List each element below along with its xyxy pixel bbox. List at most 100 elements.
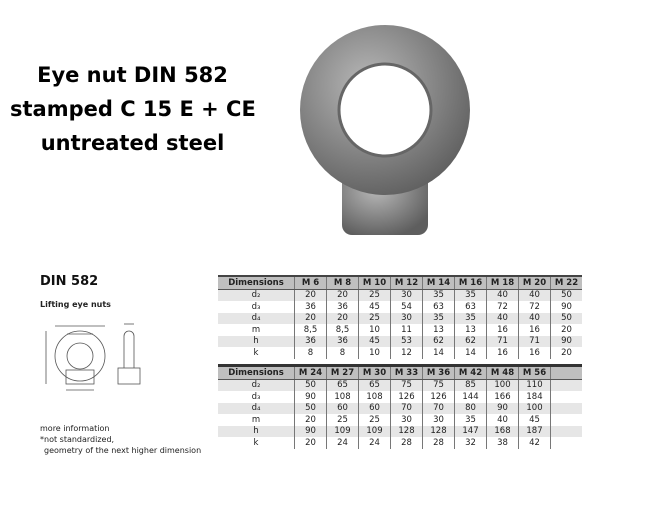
product-title: Eye nut DIN 582 stamped C 15 E + CE untr… xyxy=(10,63,256,155)
table-cell: 50 xyxy=(294,402,327,414)
table-cell: 20 xyxy=(294,437,327,449)
table-cell: 90 xyxy=(294,425,327,437)
table-cell: 40 xyxy=(486,312,519,324)
table-cell: 187 xyxy=(518,425,551,437)
table-cell: m xyxy=(251,324,261,335)
table-cell xyxy=(550,437,582,449)
table-cell: 63 xyxy=(454,301,487,313)
table-cell: 30 xyxy=(390,414,423,426)
table-cell: m xyxy=(251,414,261,425)
table-cell: 13 xyxy=(422,324,455,336)
table-cell xyxy=(550,379,582,391)
table-cell: h xyxy=(218,335,295,347)
table-cell: 42 xyxy=(518,437,551,449)
table-cell: 36 xyxy=(326,301,359,313)
column-header: M 6 xyxy=(294,276,327,290)
table-cell: 144 xyxy=(454,391,487,403)
table-cell: 100 xyxy=(518,402,551,414)
table-cell: 40 xyxy=(486,289,519,301)
table-cell: 36 xyxy=(294,301,327,313)
table-cell: 24 xyxy=(358,437,391,449)
table-cell: d₄ xyxy=(218,402,295,414)
table-cell: 50 xyxy=(294,379,327,391)
table-cell: h xyxy=(218,425,295,437)
table-cell: 147 xyxy=(454,425,487,437)
table-cell: 20 xyxy=(294,312,327,324)
table-cell: d₃ xyxy=(251,301,261,312)
table-cell: k xyxy=(253,347,259,358)
table-cell: 16 xyxy=(518,347,551,359)
table-cell xyxy=(550,391,582,403)
table-cell: 35 xyxy=(422,289,455,301)
table-cell: 20 xyxy=(294,289,327,301)
table-cell: 109 xyxy=(326,425,359,437)
table-row: m 20 25 25 30 30 35 40 45 xyxy=(218,414,582,426)
table-row: k 20 24 24 28 28 32 38 42 xyxy=(218,437,582,449)
column-header: Dimensions xyxy=(218,365,295,380)
table-cell: 108 xyxy=(326,391,359,403)
column-header: M 20 xyxy=(518,276,551,290)
table-cell: 10 xyxy=(358,347,391,359)
table-cell: 25 xyxy=(358,289,391,301)
table-cell: 90 xyxy=(486,402,519,414)
table-cell: 50 xyxy=(550,289,582,301)
column-header: M 14 xyxy=(422,276,455,290)
table-cell: 108 xyxy=(358,391,391,403)
table-cell: 14 xyxy=(422,347,455,359)
table-row: d₄ 20 20 25 30 35 35 40 40 50 xyxy=(218,312,582,324)
table-cell: 71 xyxy=(518,335,551,347)
table-cell: 8,5 xyxy=(326,324,359,336)
table-cell: 13 xyxy=(454,324,487,336)
table-cell: 70 xyxy=(422,402,455,414)
table-cell: 62 xyxy=(422,335,455,347)
table-cell: 126 xyxy=(422,391,455,403)
table-cell: 30 xyxy=(390,312,423,324)
table-cell: 60 xyxy=(326,402,359,414)
column-header: M 27 xyxy=(326,365,359,380)
table-cell: k xyxy=(253,437,259,448)
table-row: h 90 109 109 128 128 147 168 187 xyxy=(218,425,582,437)
eye-nut-photo xyxy=(300,25,470,235)
table-cell: 25 xyxy=(358,312,391,324)
table-cell: 50 xyxy=(550,312,582,324)
table-cell: 60 xyxy=(358,402,391,414)
column-header: M 33 xyxy=(390,365,423,380)
table-row: d₄ 50 60 60 70 70 80 90 100 xyxy=(218,402,582,414)
column-header: M 16 xyxy=(454,276,487,290)
table-cell: 109 xyxy=(358,425,391,437)
table-cell: 72 xyxy=(518,301,551,313)
table-cell: 168 xyxy=(486,425,519,437)
table-row: d₂ 20 20 25 30 35 35 40 40 50 xyxy=(218,289,582,301)
column-header: M 24 xyxy=(294,365,327,380)
table-cell: 30 xyxy=(390,289,423,301)
table-cell: 30 xyxy=(422,414,455,426)
header-row: Dimensions M 24 M 27 M 30 M 33 M 36 M 42 M 48 M … xyxy=(218,365,582,380)
table-cell: 25 xyxy=(358,414,391,426)
table-cell: 40 xyxy=(486,414,519,426)
table-cell: 20 xyxy=(550,324,582,336)
table-cell: 38 xyxy=(486,437,519,449)
table-row: m 8,5 8,5 10 11 13 13 16 16 20 xyxy=(218,324,582,336)
table-cell: 40 xyxy=(518,312,551,324)
table-cell: 35 xyxy=(454,289,487,301)
table-cell: d₂ xyxy=(218,379,295,391)
table-cell: 72 xyxy=(486,301,519,313)
table-cell: 80 xyxy=(454,402,487,414)
column-header: M 12 xyxy=(390,276,423,290)
dimensions-table-2: Dimensions M 24 M 27 M 30 M 33 M 36 M 42 M 48 M … xyxy=(218,364,582,449)
table-cell: d₄ xyxy=(218,312,295,324)
table-cell: 28 xyxy=(422,437,455,449)
table-cell: d₃ xyxy=(251,391,261,402)
table-cell: 10 xyxy=(358,324,391,336)
table-cell: 20 xyxy=(326,312,359,324)
column-header: M 48 xyxy=(486,365,519,380)
table-cell: 25 xyxy=(326,414,359,426)
table-cell: 40 xyxy=(518,289,551,301)
table-cell: 28 xyxy=(390,437,423,449)
table-cell: 54 xyxy=(390,301,423,313)
table-cell: 8 xyxy=(326,347,359,359)
table-cell: 36 xyxy=(326,335,359,347)
table-cell: 126 xyxy=(390,391,423,403)
table-cell: 16 xyxy=(486,347,519,359)
